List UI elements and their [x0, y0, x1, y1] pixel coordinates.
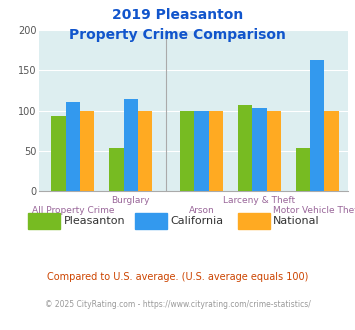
Bar — [267, 111, 281, 191]
Bar — [209, 111, 223, 191]
Bar — [324, 111, 339, 191]
Text: Pleasanton: Pleasanton — [64, 216, 126, 226]
Text: Larceny & Theft: Larceny & Theft — [223, 196, 295, 205]
Bar — [124, 99, 138, 191]
Bar — [80, 111, 94, 191]
Bar — [252, 108, 267, 191]
Bar — [180, 111, 195, 191]
Text: California: California — [170, 216, 224, 226]
Bar — [109, 148, 124, 191]
Text: © 2025 CityRating.com - https://www.cityrating.com/crime-statistics/: © 2025 CityRating.com - https://www.city… — [45, 300, 310, 309]
Text: Compared to U.S. average. (U.S. average equals 100): Compared to U.S. average. (U.S. average … — [47, 272, 308, 282]
Bar — [238, 105, 252, 191]
Text: 2019 Pleasanton: 2019 Pleasanton — [112, 8, 243, 22]
Text: All Property Crime: All Property Crime — [32, 206, 114, 215]
Text: Burglary: Burglary — [111, 196, 150, 205]
Text: Motor Vehicle Theft: Motor Vehicle Theft — [273, 206, 355, 215]
Text: Property Crime Comparison: Property Crime Comparison — [69, 28, 286, 42]
Bar — [138, 111, 152, 191]
Bar — [195, 111, 209, 191]
Text: National: National — [273, 216, 320, 226]
Bar — [310, 60, 324, 191]
Bar — [296, 148, 310, 191]
Bar — [51, 116, 66, 191]
Bar — [66, 102, 80, 191]
Text: Arson: Arson — [189, 206, 214, 215]
